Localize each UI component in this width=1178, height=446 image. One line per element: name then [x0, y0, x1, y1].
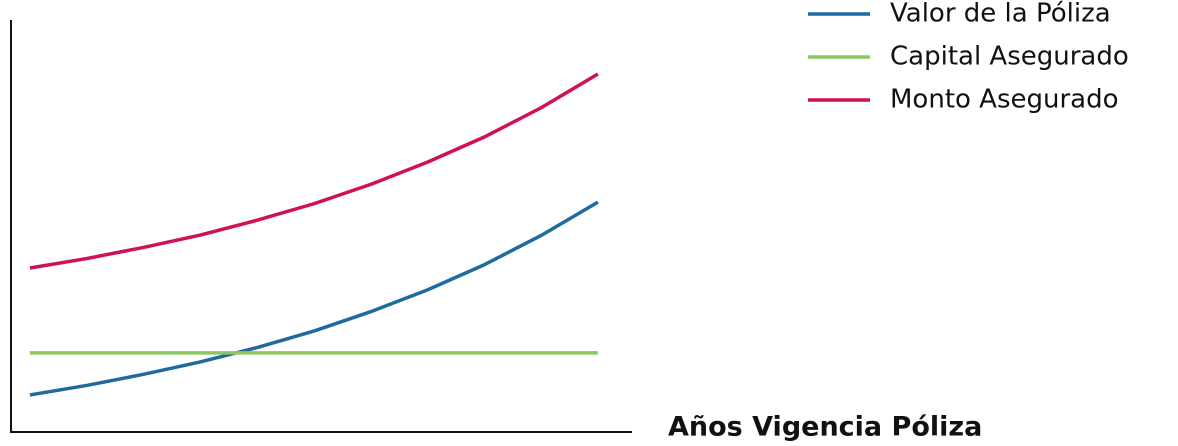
legend-label: Valor de la Póliza — [890, 0, 1111, 29]
series-line — [29, 200, 599, 397]
legend-label: Capital Asegurado — [890, 42, 1129, 72]
series-line — [29, 72, 599, 270]
x-axis-title: Años Vigencia Póliza — [668, 412, 982, 443]
legend-label: Monto Asegurado — [890, 85, 1119, 115]
